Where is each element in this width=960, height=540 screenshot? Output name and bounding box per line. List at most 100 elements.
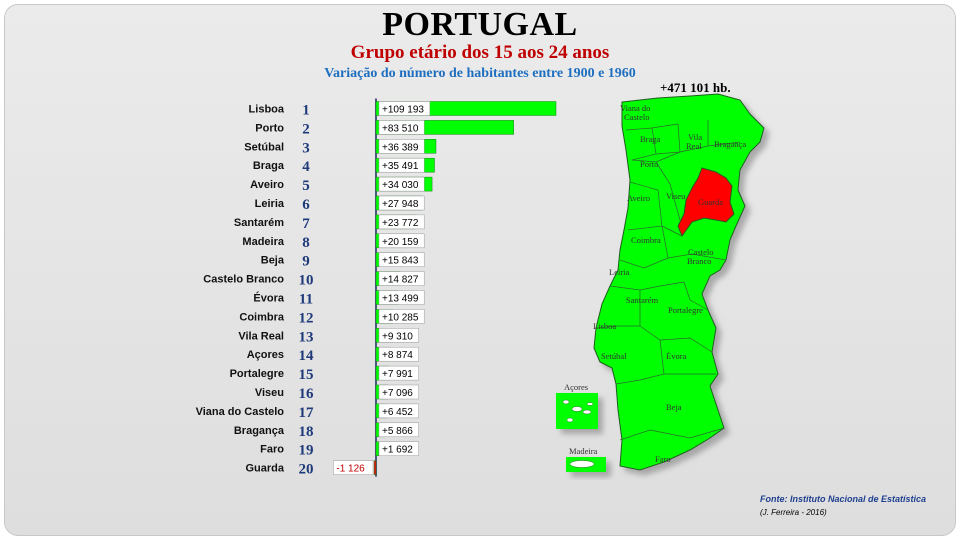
source-note: Fonte: Instituto Nacional de Estatística bbox=[760, 494, 927, 504]
rank-label: 9 bbox=[302, 254, 310, 270]
rank-label: 5 bbox=[302, 178, 310, 194]
category-label: Açores bbox=[247, 349, 284, 361]
category-label: Faro bbox=[260, 444, 284, 456]
map-label-vila-real: Vila Real bbox=[686, 132, 702, 151]
rank-label: 15 bbox=[299, 367, 314, 383]
map-label-castelo-branco: Castelo Branco bbox=[687, 247, 714, 266]
category-label: Aveiro bbox=[250, 179, 284, 191]
map-label-santarem: Santarém bbox=[626, 295, 658, 305]
map-label-evora: Évora bbox=[666, 351, 687, 361]
map-label-faro: Faro bbox=[655, 454, 671, 464]
value-label-box bbox=[378, 252, 425, 267]
category-label: Viseu bbox=[255, 387, 284, 399]
value-label-box bbox=[378, 120, 425, 135]
rank-label: 6 bbox=[302, 197, 310, 213]
category-label: Viana do Castelo bbox=[196, 406, 285, 418]
map-label-lisboa: Lisboa bbox=[593, 321, 616, 331]
value-label: +23 772 bbox=[382, 218, 419, 229]
rank-label: 7 bbox=[302, 216, 310, 232]
value-label-box bbox=[378, 195, 425, 211]
rank-label: 12 bbox=[299, 310, 314, 326]
category-label: Madeira bbox=[242, 236, 284, 248]
value-label-box bbox=[378, 271, 425, 286]
rank-label: 2 bbox=[302, 121, 310, 137]
rank-label: 16 bbox=[299, 386, 315, 402]
value-label-box bbox=[378, 384, 419, 400]
rank-label: 20 bbox=[299, 462, 314, 478]
bar bbox=[375, 441, 380, 456]
rank-label: 17 bbox=[299, 405, 315, 421]
value-label: +20 159 bbox=[382, 237, 419, 248]
value-label-box bbox=[378, 365, 419, 381]
value-label: +8 874 bbox=[382, 350, 413, 361]
value-label: +5 866 bbox=[382, 426, 413, 437]
map-label-aveiro: Aveiro bbox=[627, 193, 650, 203]
value-label-box bbox=[378, 328, 419, 343]
value-label: +14 827 bbox=[382, 275, 419, 286]
map-label-braganca: Bragança bbox=[714, 139, 746, 149]
rank-label: 13 bbox=[299, 329, 314, 345]
category-label: Setúbal bbox=[244, 141, 284, 153]
value-label-box bbox=[378, 422, 419, 438]
mainland-outline bbox=[593, 93, 765, 471]
value-label: +6 452 bbox=[382, 407, 413, 418]
category-label: Beja bbox=[261, 255, 285, 267]
value-label: +15 843 bbox=[382, 256, 419, 267]
bar bbox=[373, 460, 377, 475]
slide-frame bbox=[4, 4, 956, 536]
category-label: Porto bbox=[255, 122, 284, 134]
rank-label: 4 bbox=[302, 159, 310, 175]
category-label: Coimbra bbox=[239, 311, 285, 323]
value-label-box bbox=[378, 309, 425, 324]
rank-label: 18 bbox=[299, 424, 314, 440]
map-label-guarda: Guarda bbox=[698, 197, 723, 207]
map-label-beja: Beja bbox=[666, 402, 682, 412]
map-label-leiria: Leiria bbox=[609, 267, 630, 277]
rank-label: 14 bbox=[299, 348, 315, 364]
description: Variação do número de habitantes entre 1… bbox=[324, 66, 636, 81]
value-label: +36 389 bbox=[382, 142, 419, 153]
value-label: -1 126 bbox=[336, 464, 365, 475]
value-label-box bbox=[378, 346, 419, 362]
value-label: +27 948 bbox=[382, 199, 419, 210]
value-label: +9 310 bbox=[382, 331, 413, 342]
value-label-box bbox=[378, 290, 425, 305]
value-label-box bbox=[378, 441, 419, 456]
value-label-box bbox=[333, 460, 374, 475]
map-label-braga: Braga bbox=[640, 134, 661, 144]
map-label-porto: Porto bbox=[640, 159, 658, 169]
category-label: Vila Real bbox=[238, 330, 284, 342]
value-label: +34 030 bbox=[382, 180, 419, 191]
rank-label: 8 bbox=[302, 235, 310, 251]
value-label: +1 692 bbox=[382, 445, 413, 456]
category-label: Castelo Branco bbox=[203, 274, 284, 286]
map-label-portalegre: Portalegre bbox=[668, 305, 703, 315]
total-label: +471 101 hb. bbox=[660, 80, 731, 95]
acores-label: Açores bbox=[564, 382, 588, 392]
value-label: +13 499 bbox=[382, 294, 419, 305]
value-label-box bbox=[378, 233, 425, 249]
category-label: Braga bbox=[253, 160, 285, 172]
portugal-map: Viana do Castelo Braga Vila Real Bragança … bbox=[556, 93, 765, 472]
value-label: +109 193 bbox=[382, 105, 424, 116]
value-label-box bbox=[378, 403, 419, 419]
value-label-box bbox=[378, 176, 425, 192]
subtitle: Grupo etário dos 15 aos 24 anos bbox=[350, 42, 610, 63]
category-label: Évora bbox=[253, 292, 284, 305]
map-label-viseu: Viseu bbox=[666, 191, 686, 201]
map-label-coimbra: Coimbra bbox=[631, 235, 661, 245]
rank-label: 19 bbox=[299, 443, 314, 459]
rank-label: 3 bbox=[302, 140, 310, 156]
value-label-box bbox=[378, 139, 425, 154]
category-label: Bragança bbox=[234, 425, 285, 437]
category-label: Leiria bbox=[255, 198, 285, 210]
district-guarda-shape bbox=[677, 167, 735, 238]
category-label: Lisboa bbox=[249, 104, 285, 116]
value-label: +10 285 bbox=[382, 312, 419, 323]
rank-label: 10 bbox=[299, 273, 314, 289]
category-label: Guarda bbox=[245, 463, 284, 475]
value-label-box bbox=[378, 157, 425, 173]
value-label: +83 510 bbox=[382, 123, 419, 134]
value-label: +7 096 bbox=[382, 388, 413, 399]
